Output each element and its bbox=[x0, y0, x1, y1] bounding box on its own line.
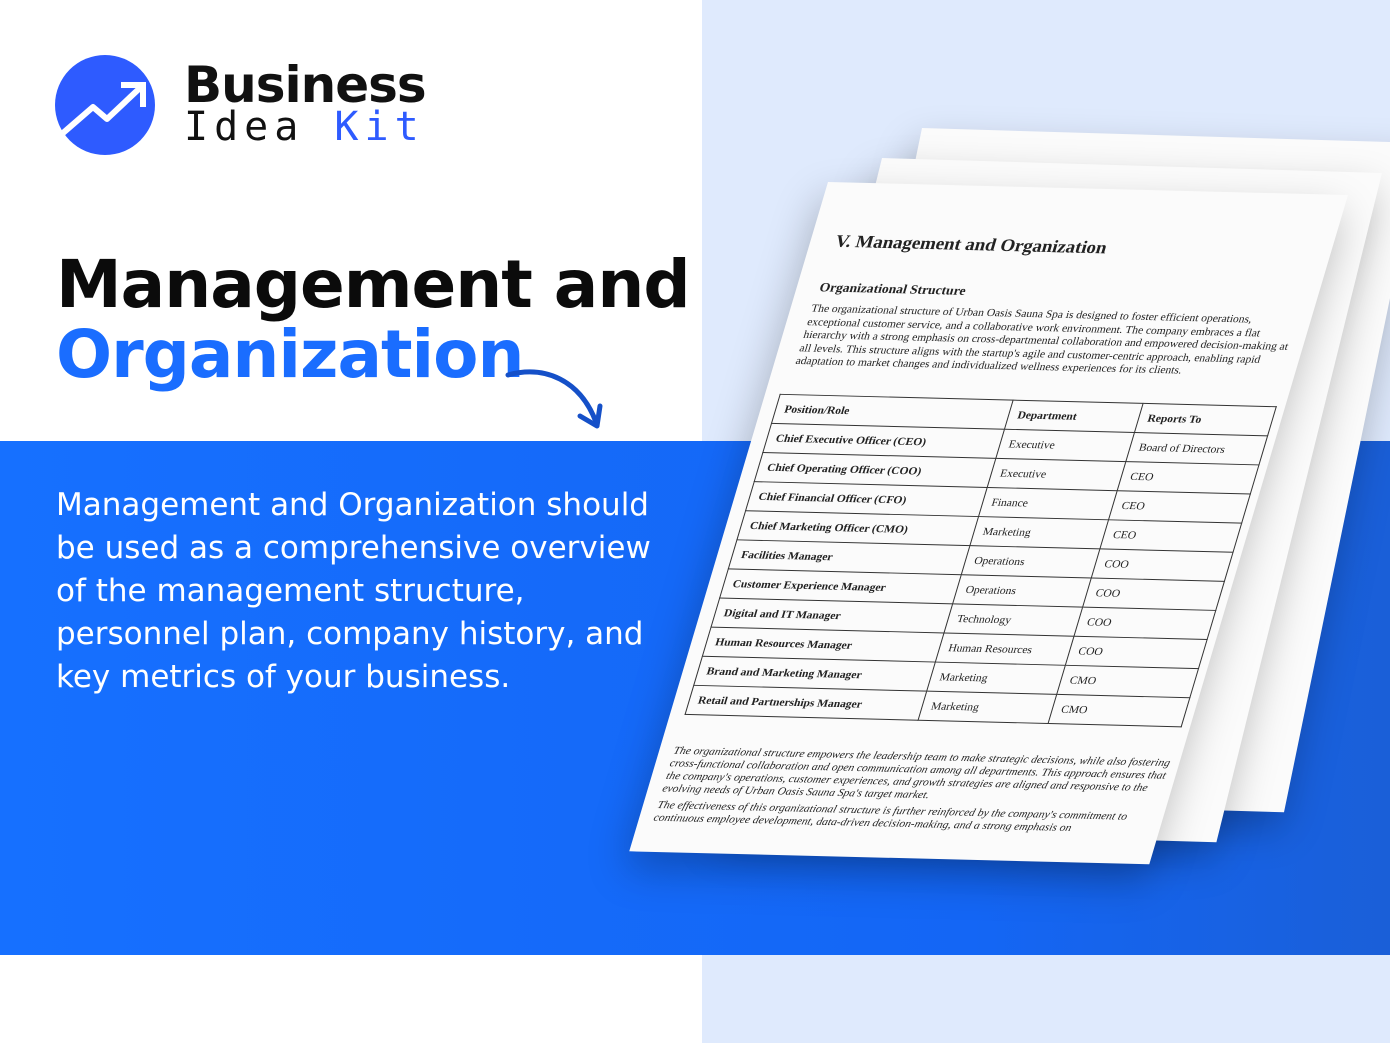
logo-text-idea-kit: Idea Kit bbox=[184, 104, 425, 150]
table-cell: Operations bbox=[952, 574, 1092, 608]
table-cell: Marketing bbox=[969, 516, 1109, 549]
logo-idea: Idea bbox=[184, 104, 305, 150]
curved-arrow-icon bbox=[505, 369, 603, 429]
org-table: Position/Role Department Reports To Chief E… bbox=[684, 394, 1277, 727]
table-cell: COO bbox=[1082, 577, 1225, 611]
page-title-line1: Management and bbox=[56, 246, 691, 323]
table-cell: CMO bbox=[1048, 694, 1190, 727]
logo-text-business: Business bbox=[184, 56, 427, 114]
document-footer: The organizational structure empowers th… bbox=[651, 745, 1175, 841]
description: Management and Organization should be us… bbox=[56, 487, 651, 695]
table-cell: Department bbox=[1004, 400, 1144, 433]
table-cell: Marketing bbox=[926, 662, 1066, 695]
table-cell: CEO bbox=[1117, 461, 1259, 495]
document-paragraph: The organizational structure of Urban Oa… bbox=[794, 302, 1290, 377]
table-cell: COO bbox=[1074, 607, 1216, 640]
table-cell: Retail and Partnerships Manager bbox=[685, 685, 927, 721]
page-title-line2: Organization bbox=[56, 316, 524, 393]
logo-kit: Kit bbox=[334, 104, 425, 150]
logo-trend-icon bbox=[55, 55, 155, 155]
table-cell: Technology bbox=[944, 603, 1083, 637]
table-cell: Finance bbox=[978, 487, 1118, 520]
table-cell: Executive bbox=[995, 429, 1135, 462]
table-cell: Human Resources bbox=[935, 632, 1075, 666]
table-cell: COO bbox=[1091, 548, 1234, 582]
table-cell: CEO bbox=[1100, 519, 1242, 553]
document-subheading: Organizational Structure bbox=[817, 279, 968, 298]
table-cell: Operations bbox=[961, 545, 1101, 578]
footer-paragraph: The organizational structure empowers th… bbox=[660, 744, 1172, 802]
table-cell: Executive bbox=[987, 458, 1126, 491]
table-cell: Reports To bbox=[1134, 403, 1277, 436]
document-heading: V. Management and Organization bbox=[832, 231, 1110, 258]
table-cell: CMO bbox=[1056, 665, 1199, 698]
table-cell: CEO bbox=[1108, 490, 1251, 524]
table-cell: Marketing bbox=[918, 691, 1057, 724]
table-cell: COO bbox=[1065, 636, 1208, 669]
table-cell: Board of Directors bbox=[1125, 432, 1268, 465]
